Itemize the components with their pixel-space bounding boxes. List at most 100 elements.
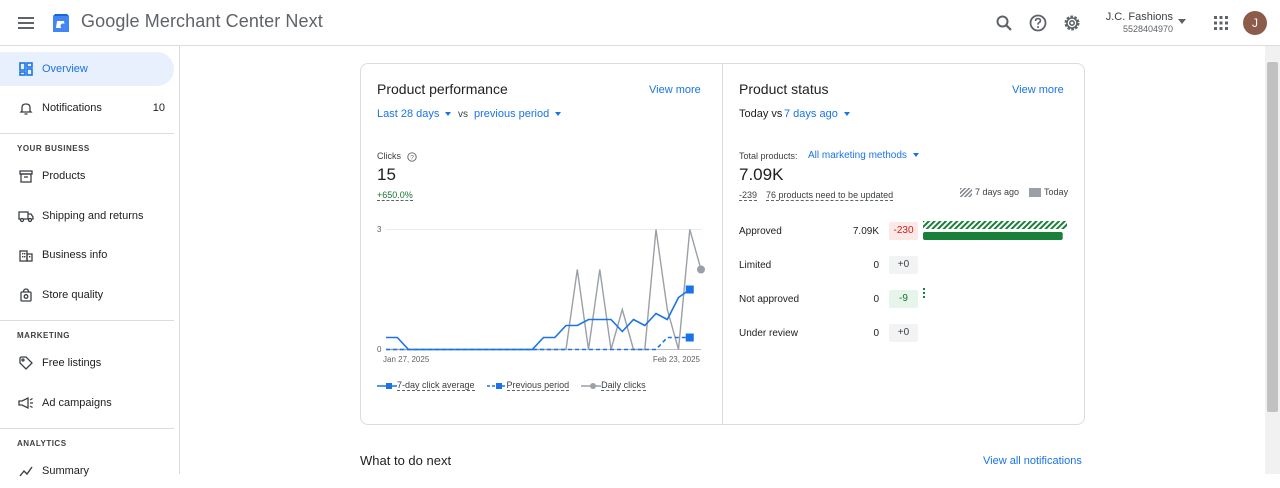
status-legend: 7 days ago Today xyxy=(960,187,1068,197)
merchant-center-logo[interactable] xyxy=(50,12,72,34)
compare-period-value: previous period xyxy=(474,108,550,120)
account-switcher[interactable]: J.C. Fashions 5528404970 xyxy=(1103,11,1173,34)
chevron-down-icon xyxy=(912,153,919,158)
avatar[interactable]: J xyxy=(1243,11,1267,35)
nav-divider xyxy=(0,320,174,321)
clicks-line-chart: 3 0 Jan 27, 2025 Feb 23, 2025 xyxy=(377,225,705,364)
total-products-label: Total products: xyxy=(739,151,798,161)
sidebar-item-ad-campaigns[interactable]: Ad campaigns xyxy=(0,386,174,420)
x-tick-label: Feb 23, 2025 xyxy=(653,355,701,364)
date-range-dropdown[interactable]: Last 28 days xyxy=(377,108,452,120)
sidebar-item-overview[interactable]: Overview xyxy=(0,52,174,86)
building-icon xyxy=(18,247,34,263)
legend-label: Previous period xyxy=(506,380,570,391)
y-tick-label: 0 xyxy=(377,345,382,354)
settings-gear-icon[interactable] xyxy=(1061,12,1083,34)
status-row-under-review-delta: +0 xyxy=(889,324,918,342)
series-end-marker[interactable] xyxy=(685,333,694,342)
card-divider xyxy=(722,64,723,424)
account-name: J.C. Fashions xyxy=(1105,11,1173,23)
products-need-update-link[interactable]: 76 products need to be updated xyxy=(766,190,894,201)
help-icon[interactable] xyxy=(1027,12,1049,34)
status-row-not-approved-value: 0 xyxy=(873,294,879,305)
sidebar-item-free-listings[interactable]: Free listings xyxy=(0,346,174,380)
clicks-value: 15 xyxy=(377,165,396,184)
sidebar-item-store-quality[interactable]: Store quality xyxy=(0,278,174,312)
legend-label-today: Today xyxy=(1044,187,1069,197)
shopping-bag-icon xyxy=(18,287,34,303)
top-app-bar: Google Merchant Center Next J.C. Fashion… xyxy=(0,0,1280,46)
sidebar-item-label: Store quality xyxy=(42,289,104,301)
menu-icon[interactable] xyxy=(16,13,36,33)
status-row-not-approved-label: Not approved xyxy=(739,294,800,305)
legend-label-past: 7 days ago xyxy=(975,187,1020,197)
legend-swatch-past xyxy=(960,187,972,197)
legend-label: 7-day click average xyxy=(397,380,475,391)
series-end-marker[interactable] xyxy=(697,265,705,274)
sidebar-item-business-info[interactable]: Business info xyxy=(0,238,174,272)
legend-swatch-today xyxy=(1029,187,1042,197)
product-performance-title: Product performance xyxy=(377,81,508,97)
sidebar-item-summary[interactable]: Summary xyxy=(0,454,174,488)
chevron-down-icon[interactable] xyxy=(1178,19,1186,24)
status-row-under-review-label: Under review xyxy=(739,328,798,339)
y-tick-label: 3 xyxy=(377,225,382,234)
account-id: 5528404970 xyxy=(1122,24,1173,34)
total-products-value: 7.09K xyxy=(739,165,784,184)
app-title: Google Merchant Center Next xyxy=(81,11,323,31)
performance-view-more-link[interactable]: View more xyxy=(649,84,701,96)
sidebar-item-label: Shipping and returns xyxy=(42,210,144,222)
not-approved-bar-past xyxy=(923,288,925,298)
scrollbar[interactable] xyxy=(1265,46,1280,474)
clicks-delta: +650.0% xyxy=(377,190,413,201)
nav-section-your-business: YOUR BUSINESS xyxy=(17,144,90,153)
truck-icon xyxy=(18,208,34,224)
approved-bar-today xyxy=(923,232,1063,240)
search-icon[interactable] xyxy=(993,12,1015,34)
sidebar-item-shipping[interactable]: Shipping and returns xyxy=(0,199,174,233)
sidebar-item-label: Products xyxy=(42,170,86,182)
legend-swatch-previous-period xyxy=(486,382,507,389)
sidebar-item-label: Free listings xyxy=(42,357,102,369)
nav-section-marketing: MARKETING xyxy=(17,331,70,340)
series-end-marker[interactable] xyxy=(685,285,694,294)
tag-icon xyxy=(18,355,34,371)
product-status-title: Product status xyxy=(739,81,829,97)
marketing-methods-dropdown[interactable]: All marketing methods xyxy=(808,150,919,161)
status-view-more-link[interactable]: View more xyxy=(1012,84,1064,96)
trend-icon xyxy=(18,463,34,479)
compare-period-dropdown[interactable]: previous period xyxy=(474,108,562,120)
notification-count-badge: 10 xyxy=(152,102,165,114)
nav-divider xyxy=(0,428,174,429)
dashboard-icon xyxy=(18,61,34,77)
megaphone-icon xyxy=(18,395,34,411)
sidebar: Overview Notifications 10 YOUR BUSINESS … xyxy=(0,46,180,477)
series-line-daily-clicks xyxy=(386,229,702,351)
chart-legend: 7-day click average Previous period Dail… xyxy=(377,380,646,391)
sidebar-item-notifications[interactable]: Notifications 10 xyxy=(0,91,174,125)
clicks-label: Clicks ? xyxy=(377,151,417,162)
status-row-approved-label: Approved xyxy=(739,226,782,237)
sidebar-item-label: Ad campaigns xyxy=(42,397,112,409)
status-row-not-approved-delta: -9 xyxy=(889,290,918,308)
status-compare-dropdown[interactable]: 7 days ago xyxy=(784,108,850,120)
date-range-value: Last 28 days xyxy=(377,108,440,120)
x-tick-label: Jan 27, 2025 xyxy=(383,355,430,364)
help-icon[interactable]: ? xyxy=(406,151,417,162)
sidebar-item-products[interactable]: Products xyxy=(0,159,174,193)
chevron-down-icon xyxy=(445,112,452,117)
chevron-down-icon xyxy=(555,112,562,117)
chevron-down-icon xyxy=(843,112,850,117)
overview-card: Product performance View more Last 28 da… xyxy=(360,63,1085,425)
view-all-notifications-link[interactable]: View all notifications xyxy=(983,455,1082,467)
scrollbar-thumb[interactable] xyxy=(1267,62,1278,412)
sidebar-item-label: Summary xyxy=(42,465,90,477)
apps-grid-icon[interactable] xyxy=(1213,15,1229,31)
sidebar-item-label: Overview xyxy=(42,63,88,75)
sidebar-item-label: Notifications xyxy=(42,102,102,114)
what-to-do-next-title: What to do next xyxy=(360,453,452,468)
svg-text:?: ? xyxy=(410,154,414,161)
series-line-7-day-click-average xyxy=(386,288,691,351)
legend-label: Daily clicks xyxy=(601,380,646,391)
marketing-methods-value: All marketing methods xyxy=(808,150,907,161)
